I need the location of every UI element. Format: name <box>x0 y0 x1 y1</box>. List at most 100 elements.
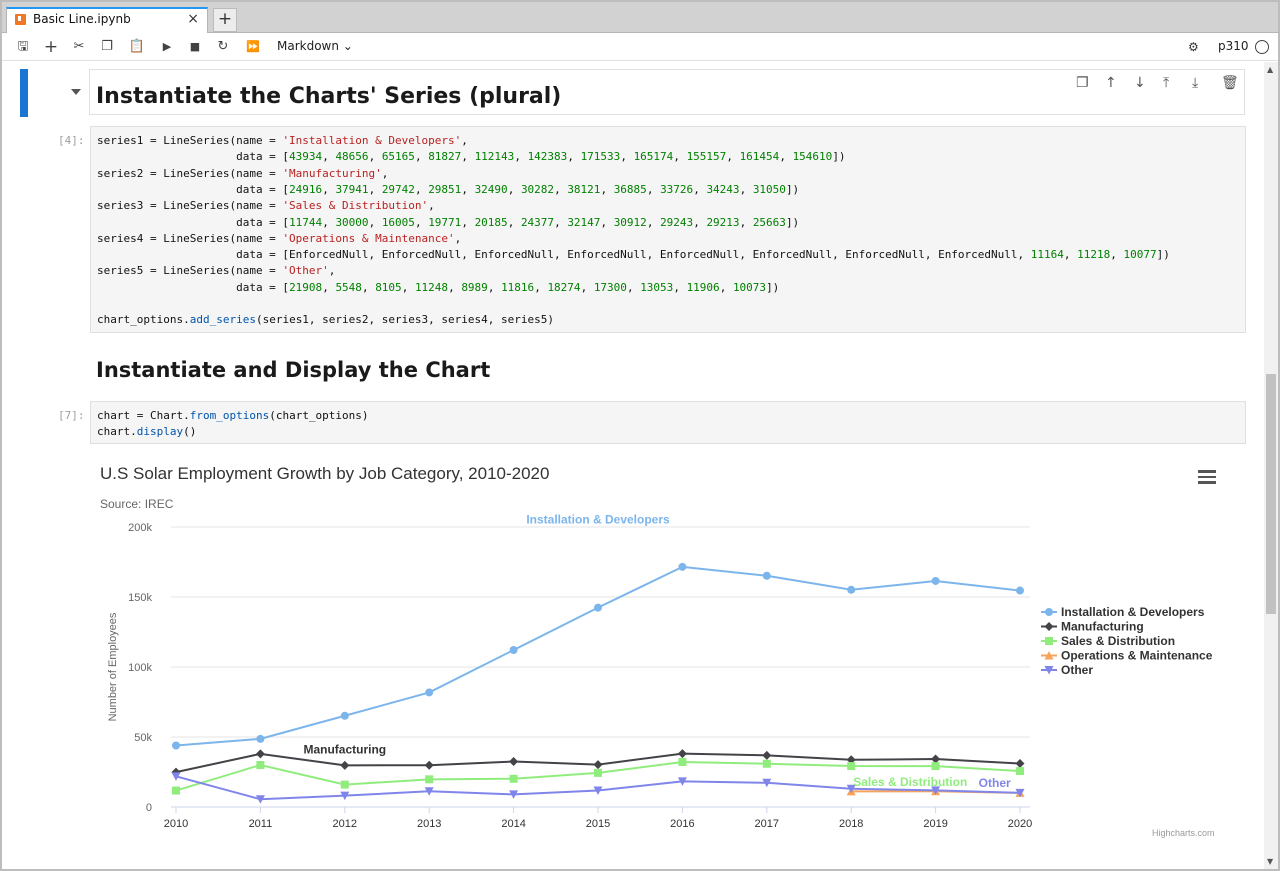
add-cell-icon[interactable]: + <box>43 37 59 57</box>
data-point <box>340 711 349 720</box>
scrollbar-thumb[interactable] <box>1266 374 1276 614</box>
code-token: , <box>514 150 528 164</box>
line-chart: 0 50k 100k 150k 200k 2010 2011 2012 2013 2014 2015… <box>107 513 1213 827</box>
code-token: ]) <box>832 150 846 164</box>
code-token: , <box>487 280 502 294</box>
stop-icon[interactable]: ■ <box>189 40 201 53</box>
data-point <box>1015 759 1025 769</box>
copy-icon[interactable]: ❐ <box>101 39 113 54</box>
cut-icon[interactable]: ✂ <box>73 39 85 54</box>
chart-credits[interactable]: Highcharts.com <box>1152 828 1215 838</box>
code-token: 33726 <box>660 182 694 196</box>
data-point <box>340 760 350 770</box>
code-cell-chart[interactable]: chart = Chart.from_options(chart_options… <box>90 401 1246 444</box>
save-icon[interactable]: 🖫 <box>17 39 29 54</box>
data-point <box>1016 586 1024 595</box>
code-token: data = [ <box>97 182 290 196</box>
markdown-cell[interactable] <box>89 69 1245 115</box>
x-tick-label: 2018 <box>839 818 863 827</box>
code-cell-series[interactable]: series1 = LineSeries(name = 'Installatio… <box>90 126 1246 333</box>
kernel-name[interactable]: p310 <box>1218 39 1249 53</box>
code-token: 'Other' <box>282 264 329 278</box>
restart-icon[interactable]: ↻ <box>217 39 229 54</box>
cell-type-select[interactable]: Markdown ⌄ <box>277 39 353 53</box>
code-token: series1 = LineSeries(name = <box>97 134 283 147</box>
code-token: , <box>428 199 435 213</box>
code-token: , <box>414 150 429 164</box>
vertical-scrollbar[interactable]: ▲ ▼ <box>1264 62 1278 869</box>
code-line: data = [EnforcedNull, EnforcedNull, Enfo… <box>97 247 1170 263</box>
collapse-caret-icon[interactable] <box>71 89 81 95</box>
move-up-icon[interactable]: ↑ <box>1105 75 1117 91</box>
move-down-icon[interactable]: ↓ <box>1134 75 1146 91</box>
code-token: , <box>328 264 336 278</box>
code-token: 'Manufacturing' <box>282 166 382 180</box>
data-point <box>931 786 941 795</box>
x-tick-label: 2013 <box>417 818 441 827</box>
code-token: ]) <box>785 182 800 196</box>
close-icon[interactable]: × <box>187 11 199 27</box>
code-line: chart.display() <box>97 424 196 440</box>
data-point <box>762 778 772 788</box>
execution-prompt: [7]: <box>58 409 85 422</box>
run-all-icon[interactable]: ⏩ <box>246 40 260 53</box>
x-tick-label: 2017 <box>755 818 779 827</box>
code-token: (chart_options) <box>269 409 369 422</box>
notebook-content[interactable]: Instantiate the Charts' Series (plural) … <box>2 62 1264 869</box>
data-point <box>677 749 687 759</box>
code-line: data = [11744, 30000, 16005, 19771, 2018… <box>97 215 799 231</box>
code-token: , <box>414 182 429 196</box>
series-annotation: Other <box>979 776 1011 790</box>
paste-icon[interactable]: 📋 <box>128 39 146 54</box>
code-token: , <box>507 215 521 229</box>
code-token: , <box>554 215 568 229</box>
data-point <box>509 790 519 799</box>
data-point <box>593 760 603 770</box>
x-tick-label: 2011 <box>249 818 273 827</box>
series-annotation: Manufacturing <box>303 742 386 756</box>
code-token: 48656 <box>335 150 369 164</box>
code-token: 155157 <box>686 150 727 164</box>
code-token: , <box>461 182 475 196</box>
data-point <box>1044 666 1054 675</box>
code-token: data = [ <box>97 215 290 229</box>
active-cell-indicator <box>20 69 28 117</box>
legend-item: Manufacturing <box>1061 620 1144 634</box>
debugger-icon[interactable]: ⚙ <box>1188 40 1199 54</box>
cell-type-value: Markdown <box>277 39 339 53</box>
scroll-up-icon[interactable]: ▲ <box>1267 65 1274 74</box>
duplicate-cell-icon[interactable]: ❐ <box>1076 75 1089 91</box>
code-token: display <box>136 425 184 439</box>
code-token: 165174 <box>633 150 674 164</box>
code-token: 29742 <box>381 182 415 196</box>
data-point <box>171 772 181 781</box>
code-token: , <box>448 280 462 294</box>
code-token: , <box>322 150 336 164</box>
series-annotation: Installation & Developers <box>526 513 670 527</box>
new-tab-button[interactable]: + <box>213 8 237 32</box>
scroll-down-icon[interactable]: ▼ <box>1267 857 1274 866</box>
insert-above-icon[interactable]: ⤒ <box>1163 75 1170 91</box>
code-token: 13053 <box>640 280 674 294</box>
data-point <box>255 795 265 804</box>
code-token: ]) <box>1156 248 1170 262</box>
data-point <box>931 576 940 585</box>
code-token: , <box>461 215 475 229</box>
code-line: chart_options.add_series(series1, series… <box>97 312 554 328</box>
insert-below-icon[interactable]: ⤓ <box>1192 75 1199 91</box>
code-token: , <box>414 215 429 229</box>
code-token: chart_options. <box>97 313 190 327</box>
code-token: 81827 <box>428 150 462 164</box>
code-token: , <box>454 231 462 245</box>
code-token: , <box>739 215 753 229</box>
code-token: , <box>673 280 687 294</box>
code-token: 142383 <box>527 150 568 164</box>
tab-basic-line[interactable]: Basic Line.ipynb × <box>6 7 208 33</box>
delete-cell-icon[interactable]: 🗑 <box>1221 75 1239 91</box>
x-tick-label: 2010 <box>164 818 188 827</box>
code-token: 25663 <box>752 215 786 229</box>
hamburger-menu-icon[interactable] <box>1198 470 1216 484</box>
tab-label: Basic Line.ipynb <box>33 12 131 26</box>
run-icon[interactable]: ▶ <box>162 40 172 53</box>
code-token: () <box>183 425 197 439</box>
